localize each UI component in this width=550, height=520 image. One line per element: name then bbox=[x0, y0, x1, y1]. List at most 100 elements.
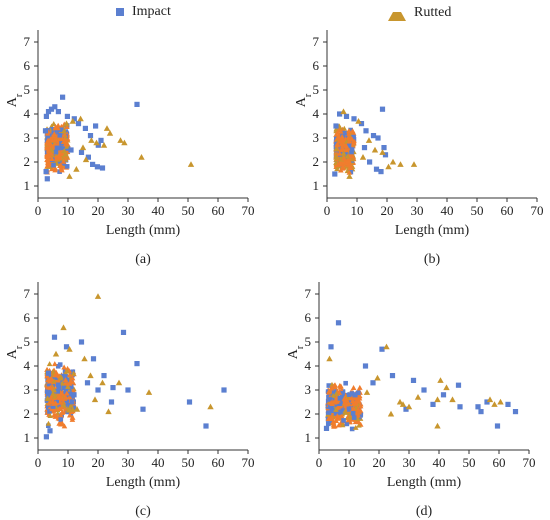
cluster-point bbox=[336, 150, 343, 156]
cluster-point bbox=[347, 414, 353, 420]
rutted-point bbox=[371, 146, 379, 153]
impact-point bbox=[367, 159, 373, 165]
cluster-point bbox=[59, 410, 65, 416]
x-tick-label: 70 bbox=[242, 455, 255, 470]
x-axis-label: Length (mm) bbox=[387, 475, 462, 490]
cluster-point bbox=[340, 141, 347, 147]
cluster-point bbox=[330, 418, 337, 424]
rutted-point bbox=[379, 149, 386, 155]
x-axis-label: Length (mm) bbox=[106, 475, 181, 490]
cluster-point bbox=[62, 368, 68, 374]
y-tick-label: 4 bbox=[305, 358, 312, 373]
cluster-point bbox=[60, 139, 67, 145]
rutted-point bbox=[385, 163, 392, 170]
impact-point bbox=[68, 147, 74, 153]
cluster-point bbox=[63, 394, 69, 400]
impact-point bbox=[60, 94, 66, 100]
impact-point bbox=[52, 104, 58, 110]
x-tick-label: 20 bbox=[92, 455, 105, 470]
y-tick-label: 6 bbox=[313, 58, 320, 73]
cluster-point bbox=[343, 152, 349, 157]
x-tick-label: 0 bbox=[35, 455, 42, 470]
cluster-point bbox=[337, 396, 343, 401]
cluster-point bbox=[64, 393, 70, 399]
impact-point bbox=[98, 137, 104, 143]
rutted-point bbox=[491, 401, 498, 407]
impact-point bbox=[48, 106, 55, 112]
cluster-point bbox=[337, 160, 343, 166]
y-axis-label-subscript: r bbox=[14, 93, 25, 97]
y-tick-label: 2 bbox=[24, 406, 31, 421]
y-tick-label: 1 bbox=[24, 430, 31, 445]
cluster-point bbox=[352, 400, 359, 406]
cluster-point bbox=[65, 407, 72, 413]
cluster-point bbox=[334, 413, 341, 419]
rutted-point bbox=[497, 398, 504, 405]
triangle-marker-icon bbox=[388, 4, 406, 21]
impact-point bbox=[51, 334, 58, 340]
impact-point bbox=[370, 380, 376, 386]
dense-cluster bbox=[325, 380, 364, 432]
cluster-point bbox=[358, 412, 364, 417]
impact-point bbox=[42, 128, 49, 134]
cluster-point bbox=[45, 134, 51, 140]
impact-point bbox=[332, 171, 338, 177]
cluster-point bbox=[51, 131, 58, 137]
cluster-point bbox=[338, 413, 345, 419]
rutted-point bbox=[387, 410, 395, 417]
y-tick-label: 1 bbox=[313, 178, 320, 193]
cluster-point bbox=[50, 120, 57, 126]
impact-point bbox=[352, 392, 358, 398]
cluster-point bbox=[64, 390, 70, 396]
cluster-point bbox=[45, 137, 51, 143]
legend-rutted: Rutted bbox=[388, 4, 451, 21]
rutted-point bbox=[60, 324, 67, 331]
impact-point bbox=[94, 164, 100, 170]
panel-1: 0 10 20 30 40 50 60 70 1 2 3 4 5 6 7 Length (mm) Ar (a) bbox=[5, 30, 255, 267]
cluster-point bbox=[326, 394, 331, 400]
cluster-point bbox=[58, 417, 64, 422]
x-tick-label: 30 bbox=[411, 203, 424, 218]
y-tick-label: 4 bbox=[313, 106, 320, 121]
impact-point bbox=[95, 387, 101, 393]
x-tick-label: 20 bbox=[381, 203, 394, 218]
x-tick-label: 40 bbox=[152, 203, 165, 218]
impact-point bbox=[55, 109, 61, 115]
impact-point bbox=[45, 370, 52, 376]
x-tick-label: 60 bbox=[212, 455, 225, 470]
rutted-point bbox=[103, 125, 111, 131]
cluster-point bbox=[355, 419, 362, 425]
impact-point bbox=[78, 149, 85, 155]
cluster-point bbox=[350, 410, 356, 416]
impact-point bbox=[457, 404, 463, 410]
rutted-point bbox=[326, 355, 333, 362]
impact-point bbox=[335, 320, 342, 326]
rutted-point bbox=[399, 401, 407, 407]
panel-label: (c) bbox=[135, 504, 151, 519]
cluster-point bbox=[66, 394, 73, 400]
impact-point bbox=[337, 111, 343, 117]
cluster-point bbox=[330, 408, 336, 413]
rutted-point bbox=[117, 137, 124, 143]
impact-point bbox=[84, 380, 91, 386]
cluster-point bbox=[46, 400, 52, 406]
cluster-point bbox=[355, 390, 361, 396]
impact-point bbox=[140, 406, 146, 412]
y-axis-label: Ar bbox=[5, 345, 25, 359]
cluster-point bbox=[349, 426, 355, 432]
rutted-point bbox=[365, 137, 373, 143]
cluster-point bbox=[60, 158, 67, 164]
cluster-point bbox=[336, 127, 342, 133]
y-tick-label: 7 bbox=[313, 34, 320, 49]
cluster-point bbox=[344, 421, 350, 427]
x-tick-label: 10 bbox=[62, 455, 75, 470]
cluster-point bbox=[349, 147, 355, 152]
rutted-point bbox=[63, 120, 70, 127]
rutted-point bbox=[405, 403, 413, 410]
rutted-point bbox=[434, 422, 441, 429]
cluster-point bbox=[336, 138, 343, 144]
impact-point bbox=[362, 363, 369, 369]
x-tick-label: 70 bbox=[242, 203, 255, 218]
cluster-point bbox=[350, 405, 357, 411]
